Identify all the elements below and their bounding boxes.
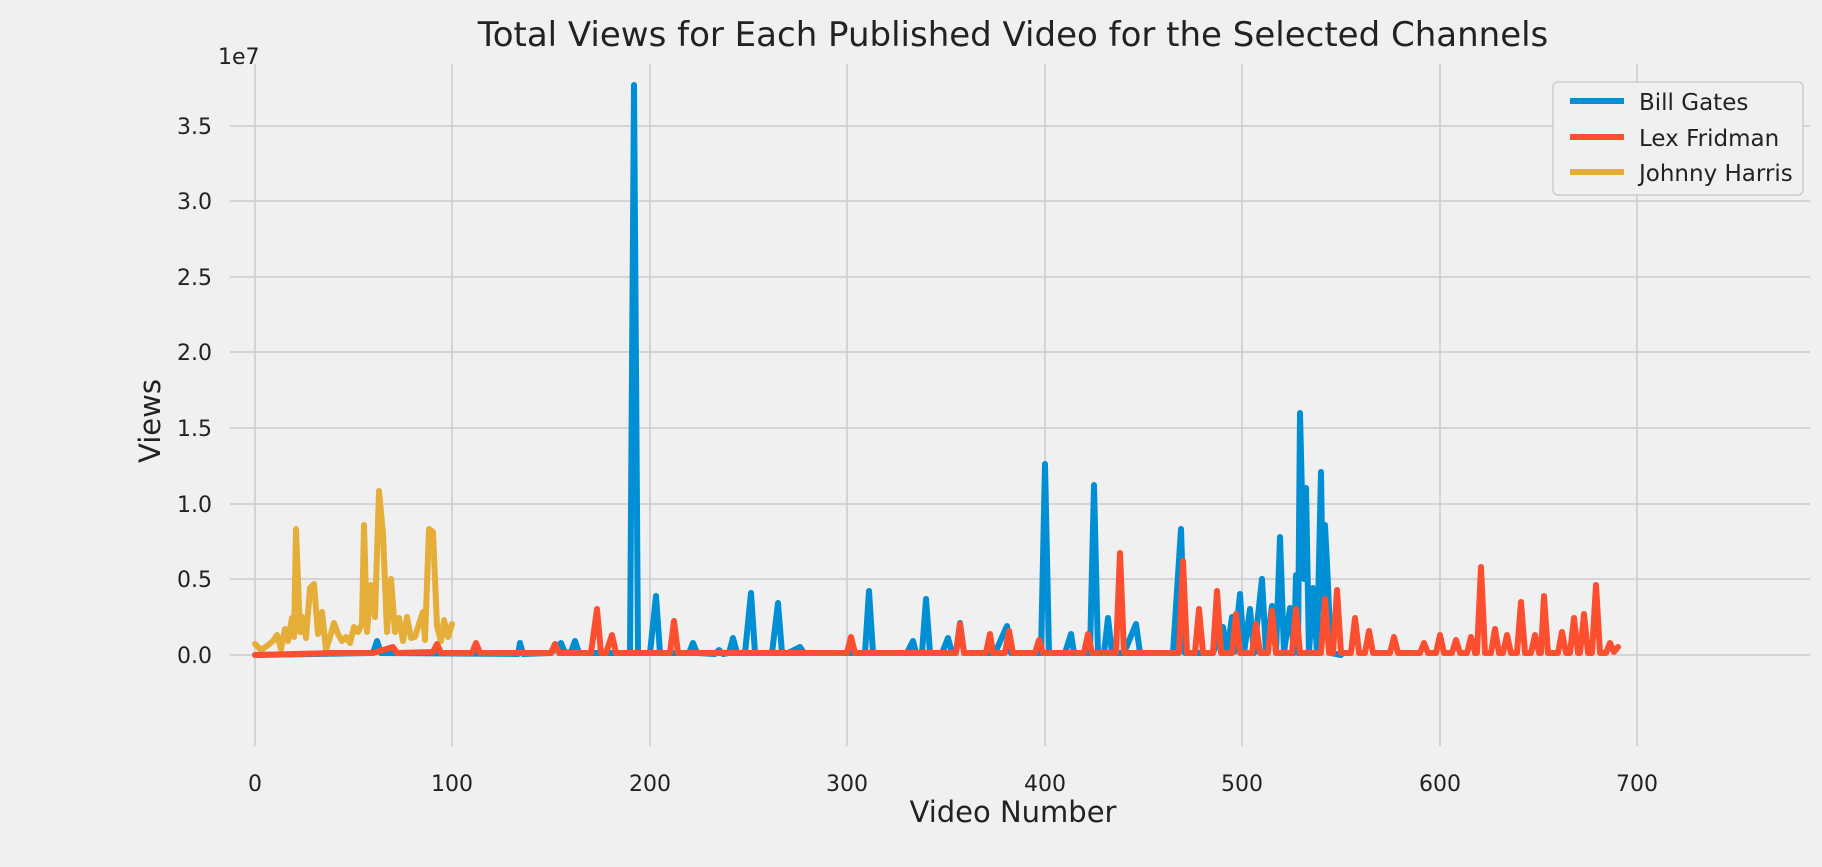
y-tick-label: 0.5 [177, 568, 212, 593]
y-tick-label: 1.5 [177, 417, 212, 442]
series-line-johnny-harris [252, 488, 455, 653]
y-axis-label: Views [133, 379, 167, 463]
series-line-lex-fridman [252, 550, 1621, 658]
series-lines [252, 82, 1621, 658]
y-tick-label: 3.5 [177, 115, 212, 140]
y-tick-labels: 0.0 0.5 1.0 1.5 2.0 2.5 3.0 3.5 [177, 115, 212, 669]
legend-box [1552, 81, 1804, 196]
x-tick-label: 100 [431, 772, 473, 797]
x-tick-label: 0 [248, 772, 262, 797]
x-tick-label: 200 [629, 772, 671, 797]
x-tick-label: 700 [1616, 772, 1658, 797]
legend-label-lex-fridman: Lex Fridman [1639, 126, 1779, 152]
y-tick-label: 2.0 [177, 341, 212, 366]
x-axis-label: Video Number [910, 795, 1117, 829]
y-tick-label: 3.0 [177, 190, 212, 215]
x-tick-labels: 0 100 200 300 400 500 600 700 [248, 772, 1658, 797]
x-tick-label: 500 [1221, 772, 1263, 797]
legend-label-bill-gates: Bill Gates [1639, 90, 1748, 116]
x-tick-label: 300 [826, 772, 868, 797]
x-tick-label: 400 [1024, 772, 1066, 797]
y-tick-label: 2.5 [177, 266, 212, 291]
legend: Bill Gates Lex Fridman Johnny Harris [1552, 81, 1804, 196]
y-tick-label: 0.0 [177, 644, 212, 669]
chart-title: Total Views for Each Published Video for… [477, 15, 1549, 55]
x-tick-label: 600 [1419, 772, 1461, 797]
y-tick-label: 1.0 [177, 493, 212, 518]
gridlines [230, 64, 1810, 746]
legend-label-johnny-harris: Johnny Harris [1637, 161, 1793, 187]
y-scale-offset-label: 1e7 [218, 45, 260, 70]
